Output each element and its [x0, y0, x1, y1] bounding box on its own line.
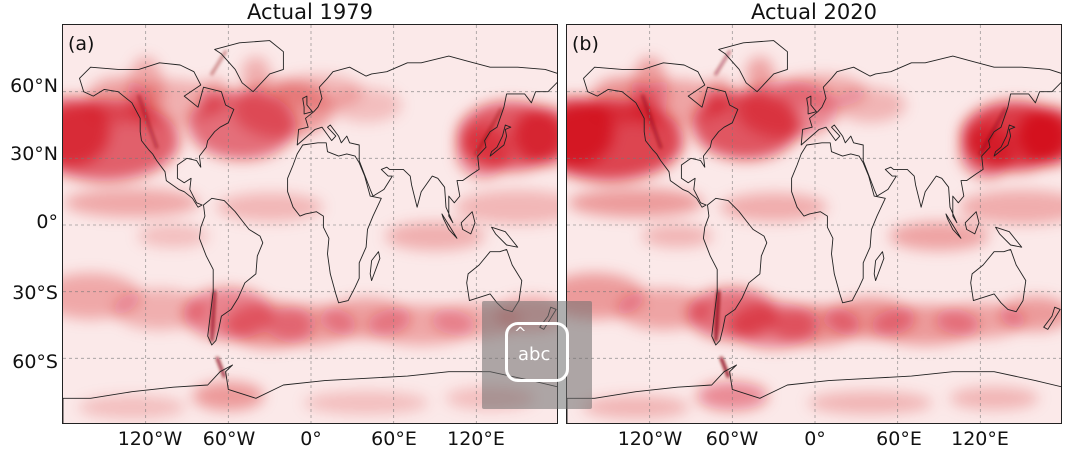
- lat-label-30s: 30°S: [12, 282, 58, 304]
- panel-title: Actual 2020: [751, 0, 877, 24]
- coastline: [995, 226, 1023, 248]
- coastline: [489, 124, 512, 157]
- intensity-blob: [616, 289, 711, 330]
- intensity-blob: [582, 395, 690, 419]
- coastline: [287, 142, 382, 304]
- lon-label-60w: 60°W: [202, 428, 256, 450]
- intensity-blob: [704, 78, 733, 114]
- intensity-blob: [960, 125, 1015, 178]
- coastline: [791, 142, 886, 304]
- lon-label-60w: 60°W: [705, 428, 759, 450]
- lon-label-60e: 60°E: [371, 428, 417, 450]
- intensity-blob: [303, 391, 429, 415]
- intensity-blob: [807, 391, 933, 415]
- coastline: [491, 226, 519, 248]
- intensity-blob: [330, 87, 402, 123]
- intensity-blob: [949, 386, 1039, 410]
- map-plot-a: (a): [62, 24, 558, 424]
- coastline: [993, 124, 1016, 157]
- intensity-blob: [512, 107, 557, 165]
- lon-label-120w: 120°W: [117, 428, 183, 450]
- lat-label-0: 0°: [36, 211, 58, 233]
- coastline: [441, 213, 458, 239]
- intensity-blob: [137, 224, 210, 248]
- coastline: [800, 55, 1061, 224]
- intensity-blob: [696, 381, 769, 411]
- coastline: [296, 55, 557, 224]
- coastline: [964, 211, 980, 235]
- lon-label-120w: 120°W: [617, 428, 683, 450]
- coastline: [806, 95, 817, 115]
- intensity-streak: [719, 356, 730, 378]
- caret-glyph: ^: [514, 324, 527, 342]
- intensity-blob: [112, 289, 207, 330]
- coastline: [302, 95, 313, 115]
- lat-label-60s: 60°S: [12, 351, 58, 373]
- coastline: [873, 251, 885, 282]
- intensity-blob: [1016, 107, 1061, 165]
- panel-label: (a): [68, 33, 94, 55]
- intensity-streak: [641, 94, 663, 149]
- intensity-blob: [567, 188, 704, 218]
- coastline: [1043, 306, 1061, 330]
- coastlines: [567, 40, 1061, 423]
- intensity-blob: [999, 296, 1061, 332]
- coastline: [702, 197, 768, 346]
- intensity-blob: [200, 78, 229, 114]
- input-method-overlay[interactable]: ^ abc: [482, 301, 592, 409]
- input-mode-label: abc: [518, 344, 551, 365]
- intensity-blob: [241, 56, 271, 92]
- coastline: [466, 248, 523, 313]
- intensity-blob: [719, 192, 828, 222]
- intensity-blob: [745, 56, 775, 92]
- coastline: [945, 213, 962, 239]
- lon-label-60e: 60°E: [876, 428, 922, 450]
- intensity-streak: [210, 290, 217, 343]
- coastline: [583, 62, 739, 208]
- intensity-blob: [834, 87, 906, 123]
- lat-label-60n: 60°N: [10, 75, 58, 97]
- coastline: [567, 364, 1061, 423]
- intensity-blob: [384, 221, 486, 251]
- panel-title: Actual 1979: [247, 0, 373, 24]
- map-canvas: (a): [63, 25, 557, 423]
- graticule: [63, 25, 557, 423]
- intensity-streak: [215, 356, 226, 378]
- graticule: [567, 25, 1061, 423]
- intensity-blob: [888, 221, 990, 251]
- intensity-streak: [978, 107, 1007, 156]
- intensity-blob: [958, 189, 1061, 225]
- coastline: [460, 211, 476, 235]
- intensity-streak: [714, 290, 721, 343]
- intensity-blob: [78, 395, 186, 419]
- lon-label-0: 0°: [804, 428, 826, 450]
- map-plot-b: (b): [566, 24, 1062, 424]
- intensity-streak: [474, 107, 503, 156]
- intensity-blob: [456, 125, 511, 178]
- map-canvas: (b): [567, 25, 1061, 423]
- intensity-streak: [137, 94, 159, 149]
- coastline: [214, 40, 284, 93]
- intensity-streaks: [137, 50, 503, 378]
- lon-label-120e: 120°E: [447, 428, 505, 450]
- intensity-blob: [192, 381, 265, 411]
- intensity-blob: [454, 189, 557, 225]
- intensity-blob: [215, 192, 324, 222]
- coastline: [79, 62, 235, 208]
- coastline: [369, 251, 381, 282]
- coastline: [970, 248, 1027, 313]
- keyboard-input-icon[interactable]: ^ abc: [505, 322, 569, 382]
- coastline: [718, 40, 788, 93]
- intensity-streaks: [641, 50, 1007, 378]
- lon-label-120e: 120°E: [951, 428, 1009, 450]
- coastline: [198, 197, 264, 346]
- panel-label: (b): [572, 33, 599, 55]
- intensity-blob: [641, 224, 714, 248]
- intensity-blob: [63, 188, 200, 218]
- lat-label-30n: 30°N: [10, 143, 58, 165]
- lon-label-0: 0°: [300, 428, 322, 450]
